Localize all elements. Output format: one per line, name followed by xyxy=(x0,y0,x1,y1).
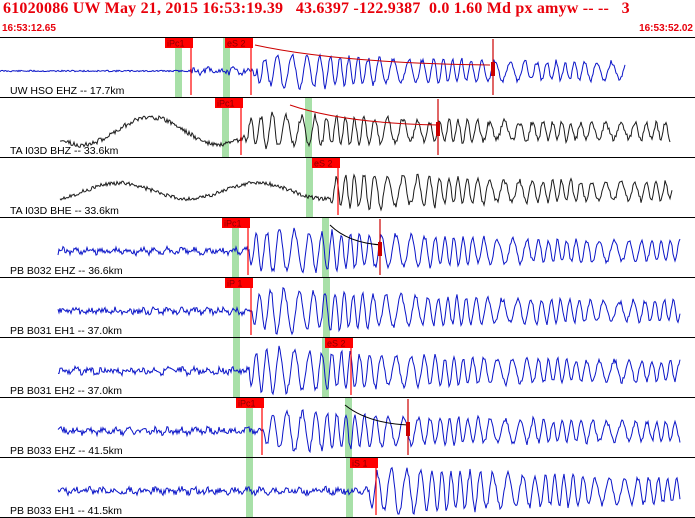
pick-window-bar xyxy=(223,38,230,97)
coda-marker-handle[interactable] xyxy=(378,242,382,256)
seismogram-trace-row[interactable]: iPc1 PB B033 EHZ -- 41.5km xyxy=(0,397,695,458)
pick-window-bar xyxy=(305,98,312,157)
pick-label: eS 2 xyxy=(314,159,333,169)
pick-label: iPc1 xyxy=(217,99,235,109)
station-label: PB B033 EH1 -- 41.5km xyxy=(10,505,122,517)
seismogram-trace-row[interactable]: iP 1 PB B031 EH1 -- 37.0km xyxy=(0,277,695,338)
coda-curve xyxy=(289,104,439,126)
s-pick-flag[interactable]: iS 1 xyxy=(350,458,378,515)
pick-label: eS 2 xyxy=(327,339,346,349)
pick-window-bar xyxy=(175,38,182,97)
pick-label: eS 2 xyxy=(227,39,246,49)
pick-window-bar xyxy=(345,398,352,457)
s-pick-flag[interactable]: eS 2 xyxy=(325,338,353,395)
station-label: PB B031 EH2 -- 37.0km xyxy=(10,385,122,397)
pick-label: iS 1 xyxy=(352,459,368,469)
coda-curve xyxy=(329,224,383,246)
waveform-line xyxy=(57,409,681,454)
waveform-line xyxy=(57,466,681,516)
waveform-line xyxy=(59,173,673,212)
pick-label: iPc1 xyxy=(238,399,256,409)
end-time-label: 16:53:52.02 xyxy=(639,23,693,34)
coda-marker-handle[interactable] xyxy=(491,62,495,76)
seismogram-panel[interactable]: iPc1 eS 2 UW HSO EHZ -- 17.7km iPc1 TA I03D … xyxy=(0,37,695,518)
station-label: TA I03D BHZ -- 33.6km xyxy=(10,145,119,157)
station-label: PB B031 EH1 -- 37.0km xyxy=(10,325,122,337)
station-label: PB B033 EHZ -- 41.5km xyxy=(10,445,123,457)
waveform-line xyxy=(57,286,681,336)
pick-window-bar xyxy=(323,278,330,337)
pick-window-bar xyxy=(322,338,329,397)
coda-curve xyxy=(344,404,409,426)
coda-curve xyxy=(254,44,491,66)
seismogram-trace-row[interactable]: iPc1 eS 2 UW HSO EHZ -- 17.7km xyxy=(0,37,695,98)
seismogram-trace-row[interactable]: eS 2 PB B031 EH2 -- 37.0km xyxy=(0,337,695,398)
start-time-label: 16:53:12.65 xyxy=(2,23,56,34)
s-pick-flag[interactable]: eS 2 xyxy=(312,158,340,215)
p-pick-flag[interactable]: iPc1 xyxy=(236,398,264,455)
pick-window-bar xyxy=(222,98,229,157)
p-pick-flag[interactable]: iP 1 xyxy=(225,278,253,335)
station-label: UW HSO EHZ -- 17.7km xyxy=(10,85,125,97)
coda-marker-handle[interactable] xyxy=(436,122,440,136)
header-bar: 61020086 UW May 21, 2015 16:53:19.39 43.… xyxy=(0,0,695,22)
waveform-line xyxy=(59,111,671,150)
pick-label: iPc1 xyxy=(167,39,185,49)
pick-window-bar xyxy=(322,218,329,277)
pick-window-bar xyxy=(233,338,240,397)
seismogram-trace-row[interactable]: iPc1 PB B032 EHZ -- 36.6km xyxy=(0,217,695,278)
seismogram-trace-row[interactable]: iPc1 TA I03D BHZ -- 33.6km xyxy=(0,97,695,158)
pick-label: iP 1 xyxy=(227,279,242,289)
station-label: PB B032 EHZ -- 36.6km xyxy=(10,265,123,277)
pick-window-bar xyxy=(346,458,353,517)
p-pick-flag[interactable]: iPc1 xyxy=(222,218,250,275)
waveform-line xyxy=(0,53,626,91)
seismogram-trace-row[interactable]: eS 2 TA I03D BHE -- 33.6km xyxy=(0,157,695,218)
waveform-line xyxy=(57,227,681,274)
station-label: TA I03D BHE -- 33.6km xyxy=(10,205,119,217)
p-pick-flag[interactable]: iPc1 xyxy=(165,38,193,95)
s-pick-flag[interactable]: eS 2 xyxy=(225,38,253,95)
pick-window-bar xyxy=(233,278,240,337)
waveform-line xyxy=(58,345,681,396)
seismogram-trace-row[interactable]: iS 1 PB B033 EH1 -- 41.5km xyxy=(0,457,695,518)
pick-window-bar xyxy=(306,158,313,217)
coda-marker-handle[interactable] xyxy=(406,422,410,436)
event-title: 61020086 UW May 21, 2015 16:53:19.39 43.… xyxy=(3,0,630,17)
pick-label: iPc1 xyxy=(224,219,242,229)
p-pick-flag[interactable]: iPc1 xyxy=(215,98,243,155)
